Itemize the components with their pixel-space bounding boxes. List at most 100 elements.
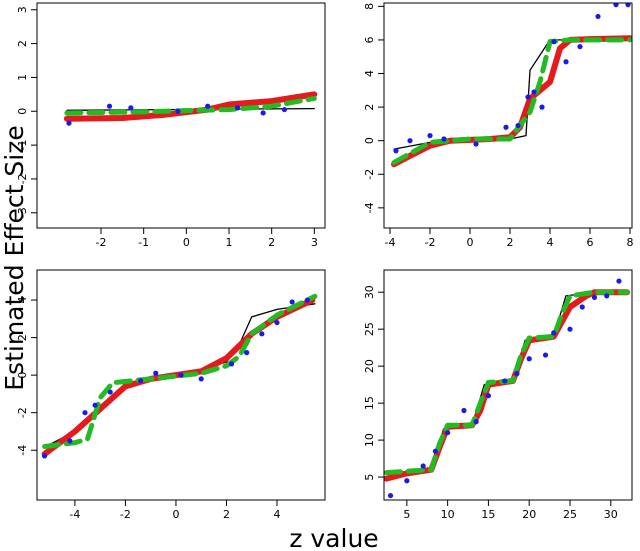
point [567, 326, 573, 332]
x-tick-label: 8 [627, 236, 634, 249]
y-tick-label: 4 [363, 70, 376, 77]
plot-area [384, 278, 631, 499]
point [387, 492, 394, 499]
x-tick-label: 30 [604, 508, 618, 521]
y-tick-label: -3 [16, 207, 29, 218]
point [427, 133, 433, 139]
point [473, 141, 479, 147]
point [420, 463, 426, 469]
y-tick-label: -4 [16, 445, 29, 456]
series-line [42, 293, 318, 449]
plot-frame [36, 2, 326, 229]
point [551, 330, 557, 336]
point [82, 410, 88, 416]
y-tick-label: 4 [16, 297, 29, 304]
point [441, 136, 447, 142]
point [259, 331, 265, 337]
y-tick-label: 2 [363, 104, 376, 111]
series-line [384, 289, 630, 476]
point [66, 120, 72, 126]
y-tick-label: 2 [16, 334, 29, 341]
plot-frame [383, 2, 633, 229]
y-tick-label: -2 [16, 173, 29, 184]
x-tick-label: 2 [507, 236, 514, 249]
point [461, 407, 467, 414]
point [234, 105, 241, 111]
plot-area [63, 91, 318, 126]
y-tick-label: 25 [363, 322, 376, 336]
plot-area [391, 3, 632, 168]
point [591, 294, 598, 300]
y-tick-label: -1 [16, 140, 29, 151]
series-line [41, 297, 316, 457]
plot-area [41, 293, 318, 459]
point [137, 378, 144, 384]
point [563, 59, 569, 65]
point [514, 370, 520, 377]
point [106, 103, 113, 109]
y-tick-label: 3 [16, 6, 29, 13]
x-tick-label: 0 [183, 236, 190, 249]
y-tick-label: 15 [363, 396, 376, 410]
point [228, 361, 235, 367]
plot-frame [36, 269, 326, 501]
point [128, 105, 134, 111]
point [107, 389, 113, 395]
point [503, 124, 509, 130]
y-tick-label: 6 [363, 36, 376, 43]
y-tick-label: 5 [363, 474, 376, 481]
x-tick-label: 0 [467, 236, 474, 249]
x-tick-label: -2 [425, 236, 436, 249]
point [525, 94, 531, 100]
x-tick-label: 6 [587, 236, 594, 249]
point [616, 278, 622, 284]
point [526, 356, 532, 362]
point [432, 448, 438, 454]
x-tick-label: -4 [69, 508, 80, 521]
point [551, 39, 557, 45]
point [531, 89, 537, 95]
point [304, 297, 310, 303]
point [542, 352, 549, 358]
y-tick-label: 1 [16, 74, 29, 81]
y-tick-label: 30 [363, 285, 376, 299]
x-tick-label: -1 [138, 236, 149, 249]
series-line [64, 95, 317, 116]
y-tick-label: -4 [363, 202, 376, 213]
y-axis-label: Estimated Effect Size [0, 125, 29, 390]
y-tick-label: 0 [16, 372, 29, 379]
point [577, 44, 583, 50]
point [579, 304, 585, 310]
point [175, 108, 181, 114]
point [281, 106, 288, 113]
point [260, 110, 266, 116]
x-tick-label: 0 [172, 508, 179, 521]
x-tick-label: -2 [96, 236, 107, 249]
plot-frame [383, 269, 633, 501]
y-tick-label: 0 [363, 137, 376, 144]
x-tick-label: 2 [223, 508, 230, 521]
point [404, 478, 410, 484]
x-tick-label: 10 [441, 508, 455, 521]
point [198, 376, 204, 382]
x-tick-label: -2 [120, 508, 131, 521]
point [604, 293, 610, 299]
point [67, 438, 73, 444]
point [515, 122, 521, 129]
point [407, 138, 413, 144]
point [205, 103, 211, 109]
point [178, 372, 184, 378]
point [502, 378, 508, 384]
point [595, 13, 601, 20]
y-tick-label: 0 [16, 108, 29, 115]
point [92, 402, 98, 408]
point [625, 3, 631, 8]
x-tick-label: 5 [403, 508, 410, 521]
y-tick-label: -2 [16, 407, 29, 418]
series-line [384, 289, 631, 482]
x-tick-label: 4 [274, 508, 281, 521]
y-tick-label: 2 [16, 40, 29, 47]
point [153, 370, 159, 376]
x-tick-label: 15 [481, 508, 495, 521]
